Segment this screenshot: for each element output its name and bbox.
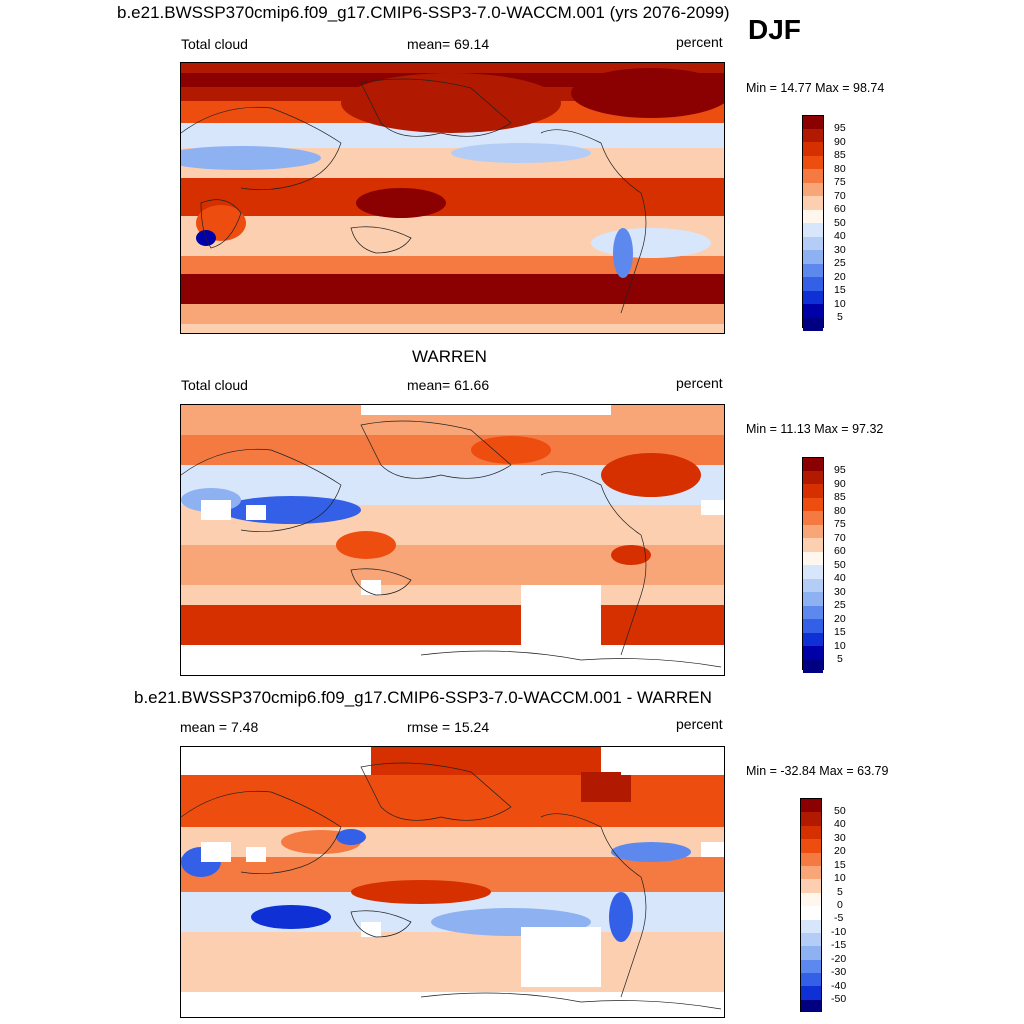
panel-2-colorbar-tick: 10 [834, 640, 846, 652]
panel-1-colorbar [802, 115, 824, 331]
panel-2-colorbar-tick: 15 [834, 626, 846, 638]
panel-2-map [180, 404, 725, 676]
panel-2-colorbar-tick: 40 [834, 572, 846, 584]
panel-3-colorbar-tick: 30 [834, 832, 846, 844]
panel-1-colorbar-tick: 15 [834, 284, 846, 296]
panel-1-colorbar-tick: 60 [834, 203, 846, 215]
panel-1-mean-label: mean= 69.14 [407, 36, 490, 52]
panel-2-colorbar-tick: 50 [834, 559, 846, 571]
panel-3-map [180, 746, 725, 1018]
panel-2-minmax: Min = 11.13 Max = 97.32 [746, 422, 884, 436]
panel-1-map [180, 62, 725, 334]
panel-2-colorbar-tick: 5 [837, 653, 843, 665]
panel-3-colorbar-tick: 20 [834, 845, 846, 857]
panel-1-colorbar-tick: 20 [834, 271, 846, 283]
panel-1-colorbar-tick: 95 [834, 122, 846, 134]
panel-1-colorbar-tick: 25 [834, 257, 846, 269]
panel-2-title: WARREN [412, 347, 487, 366]
panel-2-colorbar-tick: 20 [834, 613, 846, 625]
panel-1-colorbar-tick: 50 [834, 217, 846, 229]
panel-3-colorbar-tick: 0 [837, 899, 843, 911]
panel-1-variable-label: Total cloud [181, 36, 248, 52]
panel-3-title: b.e21.BWSSP370cmip6.f09_g17.CMIP6-SSP3-7… [134, 688, 712, 707]
panel-3-colorbar-tick: -15 [831, 939, 847, 951]
panel-3-colorbar-tick: 5 [837, 886, 843, 898]
panel-1-colorbar-tick: 80 [834, 163, 846, 175]
panel-2-colorbar-tick: 90 [834, 478, 846, 490]
panel-3-colorbar-tick: 50 [834, 805, 846, 817]
panel-1-title: b.e21.BWSSP370cmip6.f09_g17.CMIP6-SSP3-7… [117, 3, 730, 22]
panel-3-minmax: Min = -32.84 Max = 63.79 [746, 764, 889, 778]
panel-3-colorbar-tick: -5 [834, 912, 844, 924]
panel-2-colorbar-tick: 80 [834, 505, 846, 517]
season-label: DJF [748, 14, 801, 45]
panel-3-colorbar-tick: -20 [831, 953, 847, 965]
panel-1-colorbar-tick: 5 [837, 311, 843, 323]
panel-1-colorbar-tick: 85 [834, 149, 846, 161]
panel-3-colorbar-tick: -10 [831, 926, 847, 938]
panel-2-mean-label: mean= 61.66 [407, 377, 490, 393]
panel-2-colorbar [802, 457, 824, 673]
panel-3-colorbar [800, 798, 822, 1012]
panel-2-colorbar-tick: 60 [834, 545, 846, 557]
panel-3-colorbar-tick: -40 [831, 980, 847, 992]
panel-2-colorbar-tick: 85 [834, 491, 846, 503]
panel-1-colorbar-tick: 70 [834, 190, 846, 202]
panel-1-minmax: Min = 14.77 Max = 98.74 [746, 81, 885, 95]
panel-1-colorbar-tick: 10 [834, 298, 846, 310]
panel-2-colorbar-tick: 95 [834, 464, 846, 476]
panel-3-units-label: percent [676, 716, 723, 732]
panel-2-variable-label: Total cloud [181, 377, 248, 393]
panel-3-colorbar-tick: 40 [834, 818, 846, 830]
panel-2-colorbar-tick: 75 [834, 518, 846, 530]
panel-1-colorbar-tick: 30 [834, 244, 846, 256]
panel-2-colorbar-tick: 30 [834, 586, 846, 598]
panel-3-mean-label: mean = 7.48 [180, 719, 259, 735]
panel-2-colorbar-tick: 25 [834, 599, 846, 611]
panel-3-colorbar-tick: -30 [831, 966, 847, 978]
panel-1-colorbar-tick: 90 [834, 136, 846, 148]
panel-3-colorbar-tick: 15 [834, 859, 846, 871]
panel-1-colorbar-tick: 40 [834, 230, 846, 242]
panel-1-units-label: percent [676, 34, 723, 50]
panel-2-units-label: percent [676, 375, 723, 391]
panel-3-rmse-label: rmse = 15.24 [407, 719, 490, 735]
panel-3-colorbar-tick: -50 [831, 993, 847, 1005]
panel-2-colorbar-tick: 70 [834, 532, 846, 544]
panel-3-colorbar-tick: 10 [834, 872, 846, 884]
panel-1-colorbar-tick: 75 [834, 176, 846, 188]
